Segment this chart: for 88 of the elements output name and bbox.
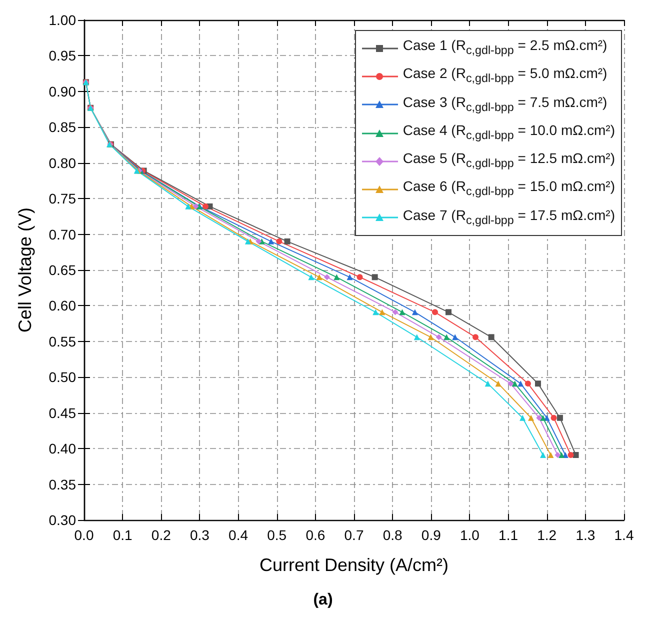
- point: [256, 238, 262, 244]
- x-tick-label: 1.3: [576, 527, 596, 543]
- x-tick-label: 0.9: [421, 527, 442, 543]
- point: [372, 309, 379, 316]
- point: [518, 380, 524, 387]
- point: [436, 334, 442, 340]
- point: [392, 309, 398, 316]
- y-tick-label: 0.60: [48, 298, 76, 314]
- point: [550, 414, 557, 421]
- point: [192, 203, 199, 210]
- y-tick-label: 0.75: [48, 190, 76, 207]
- y-axis-title: Cell Voltage (V): [15, 207, 35, 333]
- point: [308, 274, 314, 280]
- x-tick-label: 0.3: [190, 527, 210, 543]
- point: [524, 380, 531, 387]
- point: [372, 274, 378, 280]
- point: [528, 414, 534, 421]
- point: [284, 238, 290, 244]
- point: [508, 380, 514, 387]
- point: [484, 380, 491, 387]
- point: [324, 274, 330, 280]
- y-tick-label: 0.45: [48, 404, 76, 421]
- point: [554, 452, 561, 458]
- point: [548, 452, 554, 458]
- point: [202, 203, 208, 210]
- x-tick-label: 1.2: [537, 527, 557, 543]
- y-tick-label: 0.55: [48, 333, 76, 350]
- y-tick-label: 0.90: [48, 83, 76, 100]
- x-tick-label: 0.1: [112, 527, 133, 543]
- y-tick-label: 0.65: [48, 262, 76, 278]
- y-tick-label: 0.40: [48, 440, 76, 457]
- point: [276, 238, 282, 244]
- point: [520, 414, 526, 421]
- legend-label: Case 2 (R$_{c,gdl-bpp}$ = 5.0 mΩ.cm²): [402, 64, 608, 88]
- y-tick-label: 0.80: [48, 154, 76, 171]
- point: [558, 452, 565, 458]
- point: [495, 380, 502, 387]
- x-tick-label: 0.5: [267, 527, 287, 543]
- point: [488, 334, 494, 340]
- point: [568, 452, 574, 458]
- x-tick-label: 0.7: [344, 527, 364, 543]
- legend-label: Case 5 (R$_{c,gdl-bpp}$ = 12.5 mΩ.cm²): [402, 149, 615, 172]
- y-tick-label: 0.70: [48, 226, 76, 242]
- point: [536, 414, 542, 421]
- point: [412, 309, 418, 316]
- point: [534, 380, 541, 387]
- point: [428, 334, 434, 340]
- y-tick-label: 0.35: [48, 476, 76, 492]
- point: [452, 334, 458, 340]
- x-tick-label: 0.6: [306, 527, 326, 543]
- point: [399, 309, 406, 316]
- point: [356, 274, 363, 280]
- point: [432, 309, 438, 316]
- point: [556, 414, 563, 421]
- point: [472, 334, 478, 340]
- point: [334, 274, 340, 280]
- x-tick-label: 1.4: [614, 527, 634, 543]
- point: [540, 452, 546, 458]
- point: [444, 334, 450, 340]
- x-tick-label: 1.0: [460, 527, 480, 543]
- y-tick-label: 0.30: [48, 512, 76, 528]
- x-tick-label: 0.8: [382, 527, 403, 543]
- point: [540, 414, 546, 421]
- point: [185, 203, 192, 210]
- x-tick-label: 0.2: [151, 527, 172, 543]
- point: [446, 309, 452, 316]
- x-tick-label: 1.1: [498, 527, 518, 543]
- y-tick-label: 0.95: [48, 48, 76, 64]
- x-tick-label: 0.0: [74, 527, 94, 543]
- point: [414, 334, 420, 340]
- legend-label: Case 1 (R$_{c,gdl-bpp}$ = 2.5 mΩ.cm²): [402, 36, 608, 59]
- x-tick-label: 0.4: [228, 527, 248, 543]
- point: [316, 274, 322, 280]
- point: [512, 380, 518, 387]
- point: [572, 452, 579, 458]
- legend-label: Case 6 (R$_{c,gdl-bpp}$ = 15.0 mΩ.cm²): [402, 177, 615, 200]
- text: (a): [313, 592, 333, 608]
- point: [268, 238, 274, 244]
- y-tick-label: 1.00: [48, 12, 76, 28]
- y-tick-label: 0.50: [48, 369, 76, 386]
- point: [244, 238, 251, 244]
- legend-label: Case 4 (R$_{c,gdl-bpp}$ = 10.0 mΩ.cm²): [402, 120, 615, 144]
- point: [346, 274, 353, 280]
- legend-label: Case 3 (R$_{c,gdl-bpp}$ = 7.5 mΩ.cm²): [402, 92, 608, 116]
- legend-label: Case 7 (R$_{c,gdl-bpp}$ = 17.5 mΩ.cm²): [402, 206, 615, 229]
- y-tick-label: 0.85: [48, 119, 76, 136]
- x-axis-title: Current Density (A/cm²): [259, 555, 449, 575]
- point: [379, 309, 386, 316]
